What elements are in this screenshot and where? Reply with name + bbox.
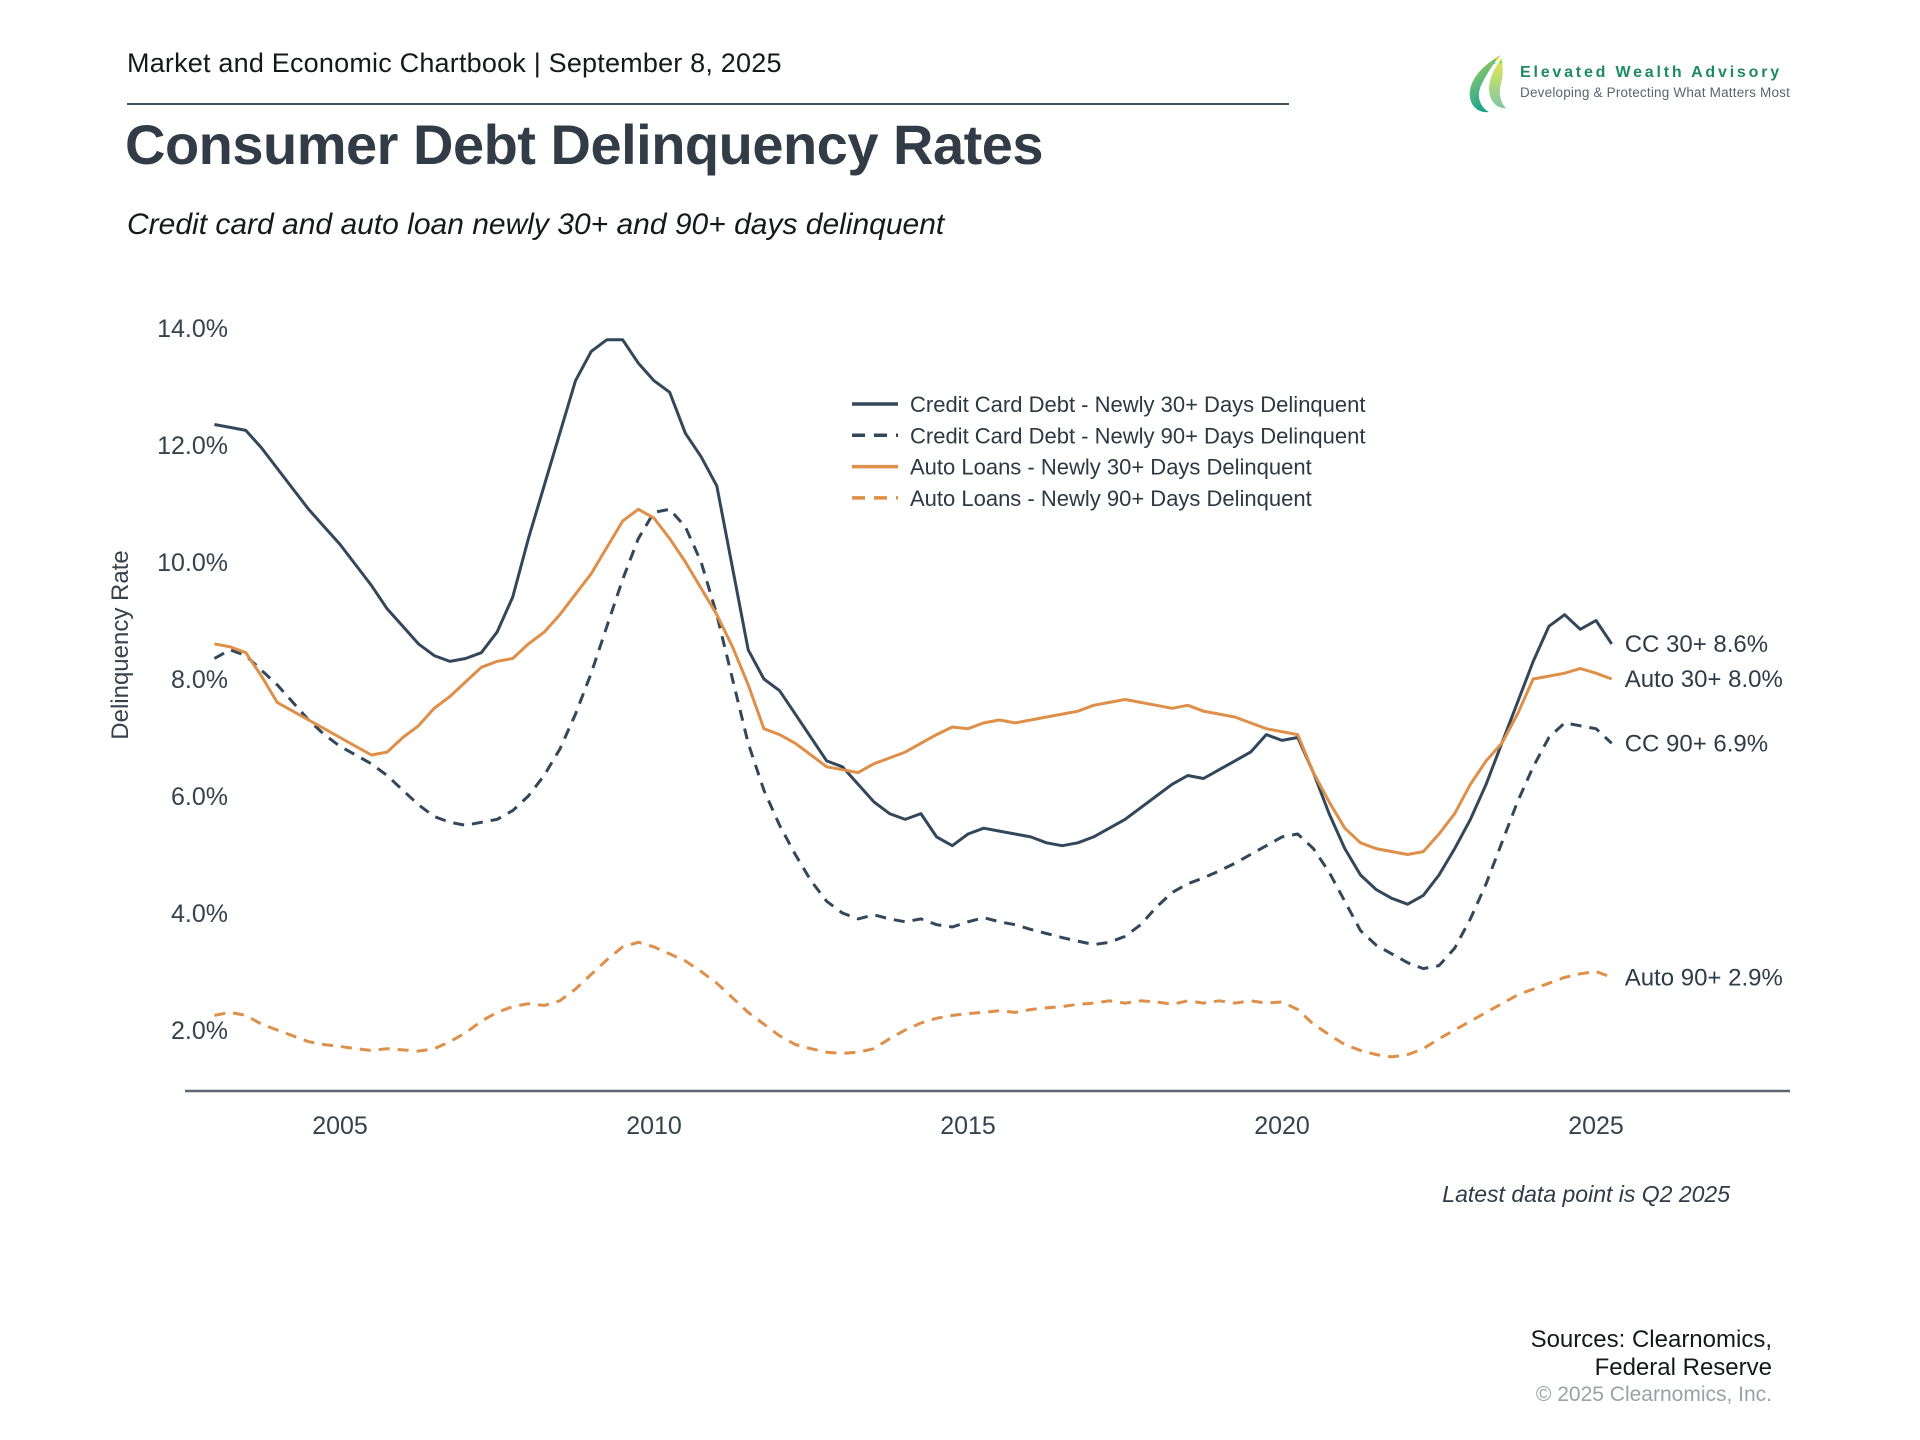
y-tick-label: 2.0% [171, 1017, 228, 1045]
sources-line-1: Sources: Clearnomics, [1530, 1326, 1772, 1353]
logo-tagline: Developing & Protecting What Matters Mos… [1520, 85, 1791, 100]
y-axis-title: Delinquency Rate [107, 550, 134, 739]
page-subtitle: Credit card and auto loan newly 30+ and … [127, 208, 945, 241]
sources: Sources: Clearnomics, Federal Reserve [1531, 1326, 1772, 1382]
y-tick-label: 12.0% [157, 432, 228, 460]
header-title: Market and Economic Chartbook | Septembe… [127, 48, 782, 78]
legend-item-auto90: Auto Loans - Newly 90+ Days Delinquent [852, 486, 1312, 511]
legend-label-auto90: Auto Loans - Newly 90+ Days Delinquent [910, 486, 1312, 511]
legend-label-cc90: Credit Card Debt - Newly 90+ Days Delinq… [910, 423, 1365, 448]
x-tick-label: 2005 [312, 1112, 368, 1140]
legend-item-cc90: Credit Card Debt - Newly 90+ Days Delinq… [852, 423, 1365, 448]
x-tick-label: 2025 [1568, 1112, 1624, 1140]
logo-name: Elevated Wealth Advisory [1520, 64, 1782, 81]
logo-text-block: Elevated Wealth Advisory Developing & Pr… [1520, 52, 1790, 100]
y-tick-label: 6.0% [171, 783, 228, 811]
x-tick-label: 2010 [626, 1112, 682, 1140]
leaf-swoosh-icon [1469, 55, 1507, 113]
y-tick-label: 8.0% [171, 666, 228, 694]
page-title: Consumer Debt Delinquency Rates [125, 113, 1044, 176]
end-label-cc30: CC 30+ 8.6% [1625, 631, 1768, 658]
y-tick-label: 4.0% [171, 900, 228, 928]
y-tick-label: 14.0% [157, 315, 228, 343]
sources-line-2: Federal Reserve [1594, 1354, 1772, 1381]
end-label-auto30: Auto 30+ 8.0% [1625, 666, 1783, 693]
y-tick-label: 10.0% [157, 549, 228, 577]
line-cc30 [214, 338, 1613, 906]
header-rule [127, 103, 1289, 105]
legend-item-auto30: Auto Loans - Newly 30+ Days Delinquent [852, 455, 1312, 480]
end-label-auto90: Auto 90+ 2.9% [1625, 964, 1783, 991]
legend-item-cc30: Credit Card Debt - Newly 30+ Days Delinq… [852, 392, 1365, 417]
legend-label-auto30: Auto Loans - Newly 30+ Days Delinquent [910, 455, 1312, 480]
line-auto30 [214, 507, 1613, 856]
x-tick-label: 2015 [940, 1112, 996, 1140]
logo: Elevated Wealth Advisory Developing & Pr… [1464, 52, 1790, 116]
legend-label-cc30: Credit Card Debt - Newly 30+ Days Delinq… [910, 392, 1365, 417]
line-cc90 [213, 507, 1613, 971]
line-auto90 [214, 940, 1613, 1059]
end-label-cc90: CC 90+ 6.9% [1625, 730, 1768, 757]
copyright: © 2025 Clearnomics, Inc. [1535, 1383, 1772, 1406]
chart-footnote: Latest data point is Q2 2025 [1442, 1181, 1730, 1207]
x-tick-label: 2020 [1254, 1112, 1310, 1140]
